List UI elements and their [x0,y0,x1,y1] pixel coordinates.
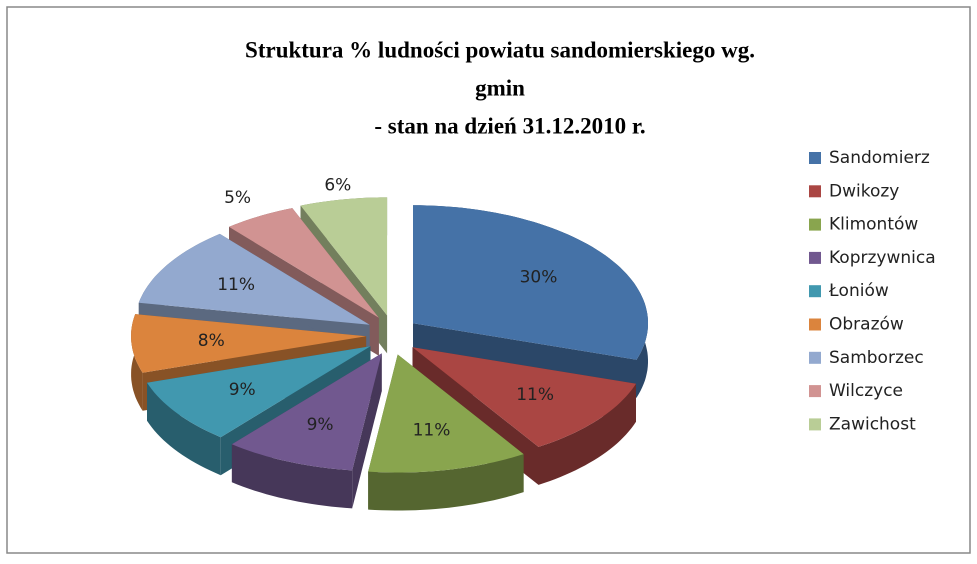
legend-label: Sandomierz [829,148,930,168]
legend-label: Dwikozy [829,181,899,201]
slice [231,353,382,471]
data-label: 30% [520,267,558,287]
slice-side [147,382,221,476]
legend-swatch [809,251,821,264]
slice-side [231,444,353,509]
legend-swatch [809,318,821,331]
chart-title: Struktura % ludności powiatu sandomiersk… [245,37,755,62]
slice [138,233,370,325]
slice [300,197,388,316]
data-label: 9% [307,415,334,435]
legend-label: Samborzec [829,348,924,368]
data-label: 9% [229,380,256,400]
slice [413,205,648,360]
legend-label: Klimontów [829,215,918,235]
legend-label: Wilczyce [829,381,903,401]
legend-swatch [809,285,821,298]
legend-label: Zawichost [829,414,916,434]
data-label: 8% [198,331,225,351]
legend-swatch [809,152,821,164]
data-label: 11% [217,275,255,295]
data-label: 6% [324,176,351,196]
legend-label: Obrazów [829,315,904,335]
slice [131,314,367,373]
data-label: 11% [413,421,451,441]
legend-label: Koprzywnica [829,248,936,268]
legend-swatch [809,218,821,231]
legend-swatch [809,385,821,398]
chart-title: gmin [475,75,525,100]
data-label: 11% [516,385,554,405]
chart-title: - stan na dzień 31.12.2010 r. [374,113,645,138]
legend-label: Łoniów [828,281,889,301]
slice [368,354,524,511]
slice [231,353,382,509]
legend-swatch [809,185,821,198]
slice [368,354,524,473]
slice-side [368,454,524,511]
slice [147,346,371,438]
legend-swatch [809,418,821,431]
data-label: 5% [224,188,251,208]
slice [229,208,379,318]
slice [412,347,636,447]
legend-swatch [809,351,821,364]
slice-side [538,383,636,485]
